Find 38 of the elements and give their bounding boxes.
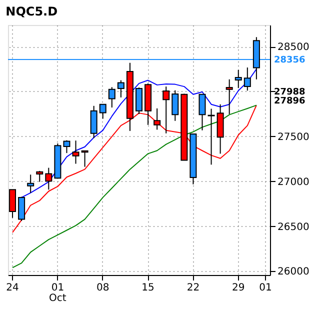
candlestick bbox=[36, 170, 44, 182]
x-tick-label: 01 bbox=[259, 282, 272, 294]
x-tick-label: 01 bbox=[51, 282, 64, 294]
x-tick-label: 15 bbox=[142, 282, 154, 294]
line-series bbox=[12, 104, 257, 268]
candlestick bbox=[9, 189, 16, 218]
candlestick bbox=[117, 80, 124, 98]
x-tick-label: 22 bbox=[186, 282, 200, 294]
candlestick bbox=[99, 104, 106, 120]
x-tick-label: 24 bbox=[6, 282, 19, 294]
candlestick bbox=[154, 108, 161, 130]
candlestick bbox=[234, 69, 242, 89]
text: 27988 bbox=[274, 87, 306, 98]
chart-title: NQC5.D bbox=[6, 4, 58, 18]
ref-line-label: 28356 bbox=[274, 56, 306, 66]
candlestick bbox=[81, 150, 88, 168]
candlestick bbox=[244, 67, 251, 92]
candlestick bbox=[198, 94, 206, 131]
candlestick bbox=[226, 78, 233, 115]
candlestick bbox=[27, 174, 34, 194]
y-tick-label: 26000 bbox=[278, 266, 310, 278]
candlestick bbox=[108, 86, 116, 108]
candlestick bbox=[45, 167, 52, 190]
candlestick bbox=[136, 86, 142, 115]
candlestick bbox=[208, 108, 215, 166]
y-tick-label: 26500 bbox=[278, 222, 310, 233]
y-tick-label: 28500 bbox=[278, 42, 310, 54]
x-tick-label: 08 bbox=[96, 282, 110, 294]
text: 27896 bbox=[274, 96, 306, 106]
text: Oct bbox=[49, 293, 66, 304]
candlestick bbox=[18, 196, 26, 222]
x-tick-label: 29 bbox=[232, 282, 245, 294]
candlestick bbox=[90, 105, 98, 139]
candlestick bbox=[72, 140, 80, 164]
y-tick-label: 27000 bbox=[278, 176, 310, 188]
candlestick bbox=[172, 90, 179, 122]
candlestick bbox=[63, 140, 70, 154]
y-tick-label: 27500 bbox=[278, 132, 310, 143]
